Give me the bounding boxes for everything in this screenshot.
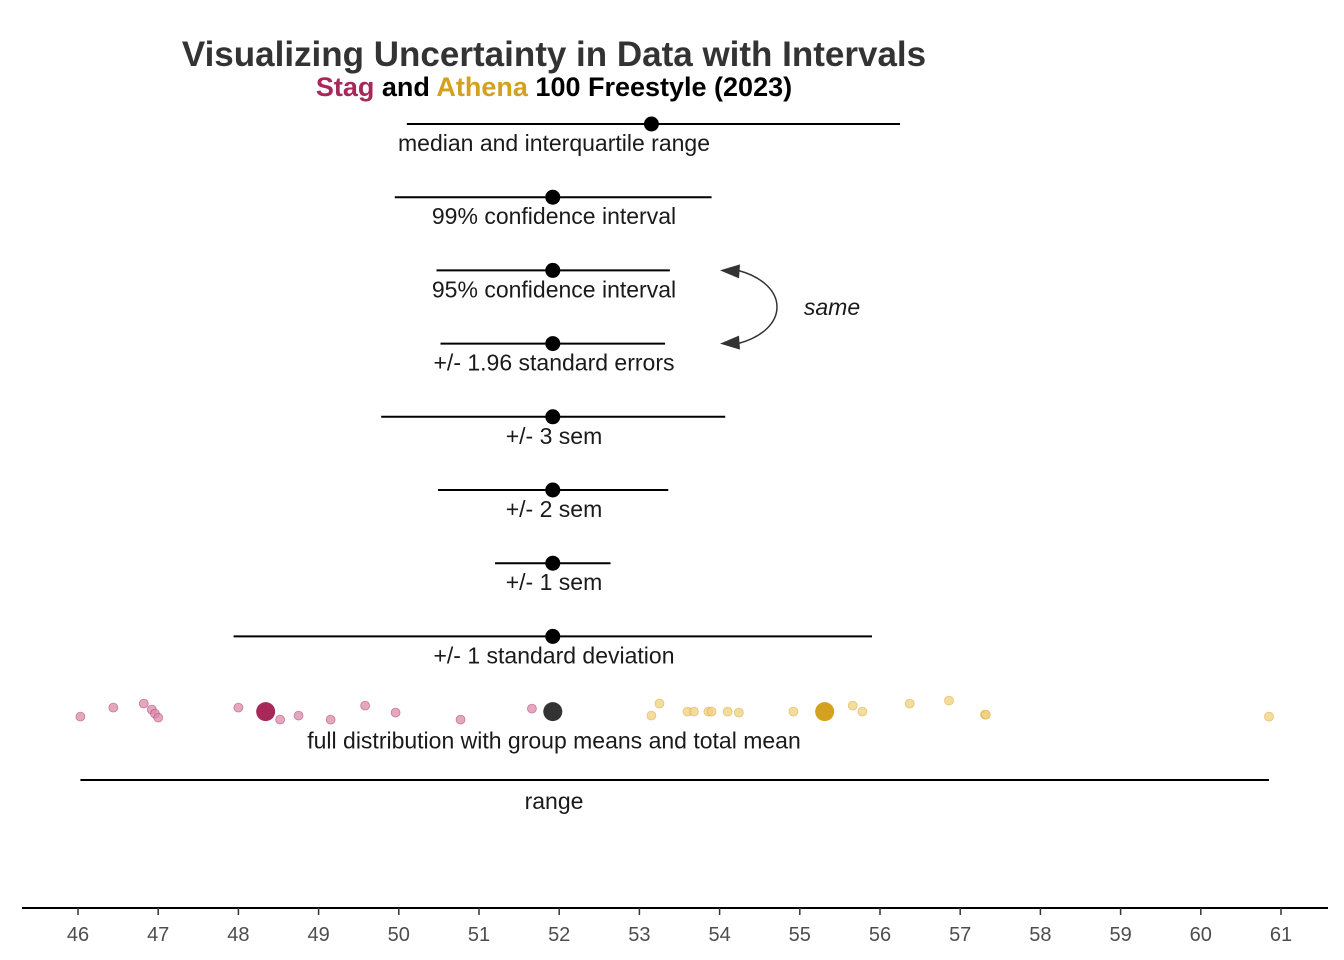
- chart-title: Visualizing Uncertainty in Data with Int…: [182, 35, 926, 74]
- stag-point: [153, 712, 164, 723]
- subtitle-athena: Athena: [436, 72, 528, 102]
- interval-label: +/- 1 sem: [506, 569, 603, 595]
- interval-point: [545, 555, 561, 571]
- chart-subtitle: Stag and Athena 100 Freestyle (2023): [316, 72, 792, 102]
- interval-label: +/- 3 sem: [506, 423, 603, 449]
- athena-point: [733, 707, 744, 718]
- interval-label: +/- 1.96 standard errors: [434, 350, 675, 376]
- stag-point: [390, 707, 401, 718]
- athena-point: [980, 709, 991, 720]
- stag-point: [455, 714, 466, 725]
- stag-point: [275, 714, 286, 725]
- x-tick-label: 46: [67, 924, 89, 946]
- stag-point: [360, 700, 371, 711]
- interval-point: [545, 336, 561, 352]
- x-axis: 46 47 48 49 50 51 52 53 54 55 56 57 58 59 60 61: [22, 907, 1328, 946]
- athena-point: [944, 695, 954, 706]
- total-mean-point: [543, 702, 563, 722]
- same-arrow-head-top: [720, 264, 740, 279]
- stag-point: [527, 703, 537, 714]
- stag-mean-point: [256, 702, 276, 722]
- stag-point: [233, 702, 244, 713]
- interval-point: [545, 628, 561, 644]
- interval-point: [545, 189, 561, 205]
- x-tick-label: 47: [147, 924, 169, 946]
- athena-point: [646, 710, 657, 721]
- x-tick-label: 48: [227, 924, 249, 946]
- subtitle-and: and: [374, 72, 436, 102]
- interval-point: [545, 482, 561, 498]
- x-tick-label: 55: [789, 924, 811, 946]
- x-tick-label: 52: [548, 924, 570, 946]
- same-annotation: same: [804, 294, 860, 320]
- interval-label: 99% confidence interval: [432, 203, 676, 229]
- interval-label: +/- 2 sem: [506, 496, 603, 522]
- athena-point: [706, 706, 717, 717]
- athena-point: [722, 706, 733, 717]
- stag-point: [325, 714, 336, 725]
- x-tick-label: 58: [1029, 924, 1051, 946]
- x-tick-label: 53: [628, 924, 650, 946]
- athena-point: [1264, 711, 1274, 722]
- distribution-label: full distribution with group means and t…: [307, 728, 801, 754]
- x-tick-label: 57: [949, 924, 971, 946]
- x-tick-label: 50: [388, 924, 410, 946]
- x-tick-label: 61: [1270, 924, 1292, 946]
- interval-point: [545, 262, 561, 278]
- subtitle-stag: Stag: [316, 72, 375, 102]
- x-tick-label: 60: [1190, 924, 1212, 946]
- interval-label: +/- 1 standard deviation: [433, 642, 674, 668]
- subtitle-event: 100 Freestyle (2023): [528, 72, 792, 102]
- athena-point: [654, 698, 665, 709]
- interval-label: 95% confidence interval: [432, 276, 676, 302]
- stag-point: [138, 698, 149, 709]
- athena-point: [857, 706, 868, 717]
- x-tick-label: 51: [468, 924, 490, 946]
- athena-point: [904, 698, 915, 709]
- range-label: range: [525, 788, 584, 814]
- interval-point: [643, 116, 659, 132]
- same-arrow-head-bottom: [720, 335, 740, 350]
- stag-point: [293, 710, 304, 721]
- stag-point: [75, 711, 86, 722]
- chart-marks: median and interquartile range 99% confid…: [75, 116, 1274, 814]
- x-tick-label: 56: [869, 924, 891, 946]
- same-arrow-curve: [737, 269, 778, 345]
- athena-point: [847, 700, 858, 711]
- interval-label: median and interquartile range: [398, 130, 710, 156]
- stag-point: [108, 702, 119, 713]
- x-tick-label: 59: [1109, 924, 1131, 946]
- interval-point: [545, 409, 561, 425]
- x-tick-label: 49: [307, 924, 329, 946]
- athena-point: [689, 706, 699, 717]
- athena-mean-point: [815, 702, 835, 722]
- x-tick-label: 54: [708, 924, 730, 946]
- athena-point: [788, 706, 799, 717]
